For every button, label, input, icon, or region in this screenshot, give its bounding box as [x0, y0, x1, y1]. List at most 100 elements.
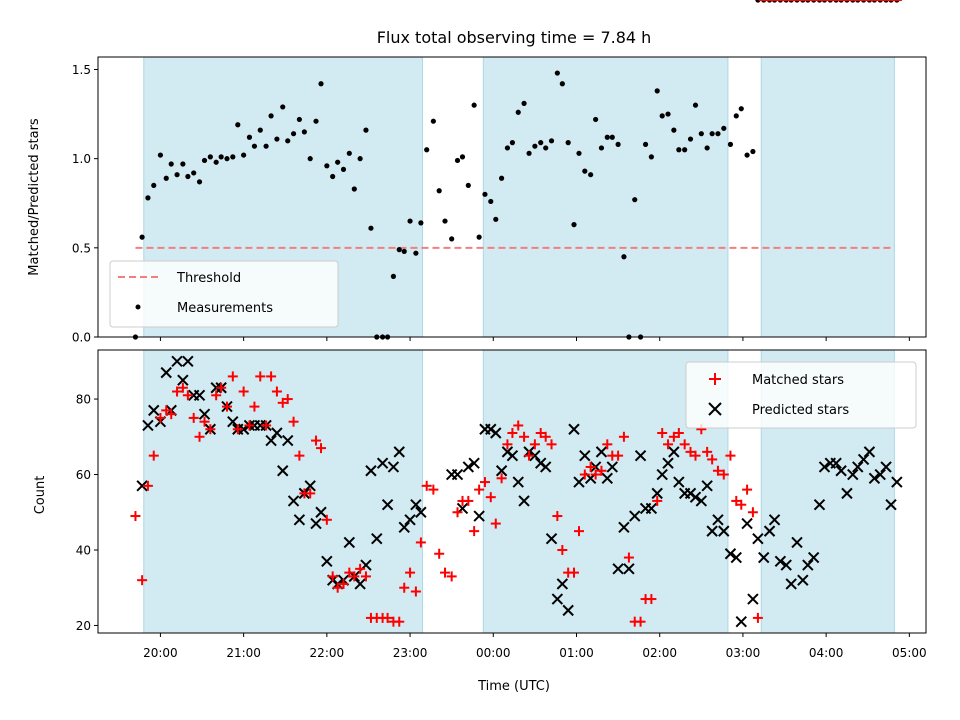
predicted-star-point — [774, 555, 787, 568]
legend-bottom-box — [685, 361, 917, 429]
predicted-star-point — [601, 472, 613, 485]
predicted-star-point — [568, 423, 580, 435]
legend-bottom: Matched stars Predicted stars — [685, 361, 917, 429]
measurement-point — [196, 179, 203, 185]
matched-star-point — [679, 439, 690, 450]
predicted-star-point — [545, 532, 558, 545]
predicted-star-point — [857, 453, 870, 466]
predicted-star-point — [136, 480, 148, 492]
measurement-point — [727, 141, 734, 147]
x-tick-label: 05:00 — [892, 646, 927, 660]
measurement-point — [251, 143, 258, 149]
predicted-star-point — [539, 461, 552, 473]
predicted-star-point — [645, 502, 658, 515]
predicted-star-point — [490, 427, 502, 439]
predicted-star-point — [758, 551, 770, 564]
bottom-y-tick-label: 80 — [76, 393, 91, 407]
measurement-point — [263, 143, 269, 149]
measurement-point — [285, 138, 291, 144]
predicted-star-point — [387, 461, 400, 473]
matched-star-point — [707, 454, 718, 465]
measurement-point — [654, 88, 660, 94]
measurement-point — [744, 152, 750, 158]
predicted-star-point — [398, 521, 410, 534]
measurement-point — [363, 127, 369, 133]
predicted-star-point — [891, 476, 903, 488]
measurement-point — [157, 152, 164, 158]
matched-star-point — [479, 477, 490, 488]
top-axes-frame — [97, 56, 927, 338]
measurement-point — [424, 147, 430, 153]
predicted-star-point — [651, 487, 663, 500]
matched-star-point — [261, 420, 272, 431]
predicted-star-point — [160, 366, 172, 379]
predicted-star-point — [171, 355, 183, 368]
predicted-star-point — [791, 536, 803, 549]
measurement-point — [582, 168, 588, 174]
legend-measurements-label: Measurements — [177, 301, 273, 316]
matched-star-point — [410, 586, 421, 597]
measurement-point — [471, 102, 477, 108]
measurement-point — [224, 156, 230, 162]
measurement-point — [498, 175, 505, 181]
matched-star-point — [194, 431, 205, 442]
measurement-point — [665, 111, 671, 117]
predicted-star-point — [381, 498, 394, 511]
matched-star-point — [474, 484, 485, 495]
matched-star-point — [349, 571, 360, 582]
matched-star-point — [590, 469, 601, 480]
measurement-point — [213, 159, 219, 165]
measurement-point — [671, 127, 677, 133]
measurement-point — [521, 100, 527, 106]
measurement-point — [180, 161, 186, 167]
measurement-point — [430, 118, 436, 124]
predicted-star-point — [142, 419, 154, 432]
matched-star-point — [221, 401, 232, 412]
matched-star-point — [718, 469, 729, 480]
top-y-tick-label: 0.0 — [72, 331, 91, 345]
matched-star-point — [294, 450, 305, 461]
predicted-star-point — [629, 510, 641, 522]
measurement-point — [642, 141, 649, 147]
predicted-star-point — [451, 468, 464, 481]
measurement-point — [145, 195, 151, 201]
measurement-point — [163, 175, 169, 181]
measurement-point — [632, 197, 638, 203]
matched-star-point — [188, 412, 199, 423]
predicted-star-point — [718, 525, 730, 537]
predicted-star-point — [193, 389, 206, 401]
predicted-star-point — [623, 563, 635, 575]
predicted-star-point — [880, 461, 892, 473]
measurement-point — [230, 154, 236, 160]
measurement-point — [488, 198, 494, 205]
matched-star-point — [405, 567, 416, 578]
measurement-point — [442, 218, 448, 224]
predicted-star-point — [148, 404, 160, 417]
measurement-point — [185, 173, 191, 180]
measurement-point — [704, 145, 710, 151]
measurement-point — [290, 131, 297, 137]
measurement-point — [330, 173, 336, 180]
predicted-star-point — [747, 593, 759, 605]
measurement-point — [139, 234, 145, 240]
bottom-y-tick-label: 60 — [76, 468, 91, 482]
predicted-star-point — [841, 487, 853, 500]
matched-star-point — [725, 450, 736, 461]
measurement-point — [274, 136, 280, 142]
top-shaded-band — [482, 56, 729, 338]
matched-star-point — [227, 371, 238, 382]
measurement-point — [207, 154, 213, 160]
measurement-point — [598, 145, 605, 151]
measurement-point — [296, 116, 302, 123]
measurement-point — [565, 140, 571, 146]
matched-star-point — [446, 571, 457, 582]
measurement-point — [307, 156, 313, 162]
matched-star-point — [540, 431, 551, 442]
matched-star-point — [434, 548, 445, 559]
measurement-point — [379, 334, 386, 340]
matched-star-point — [452, 507, 463, 518]
matched-star-point — [177, 382, 188, 393]
measurement-point — [454, 157, 461, 164]
measurement-point — [621, 254, 627, 260]
